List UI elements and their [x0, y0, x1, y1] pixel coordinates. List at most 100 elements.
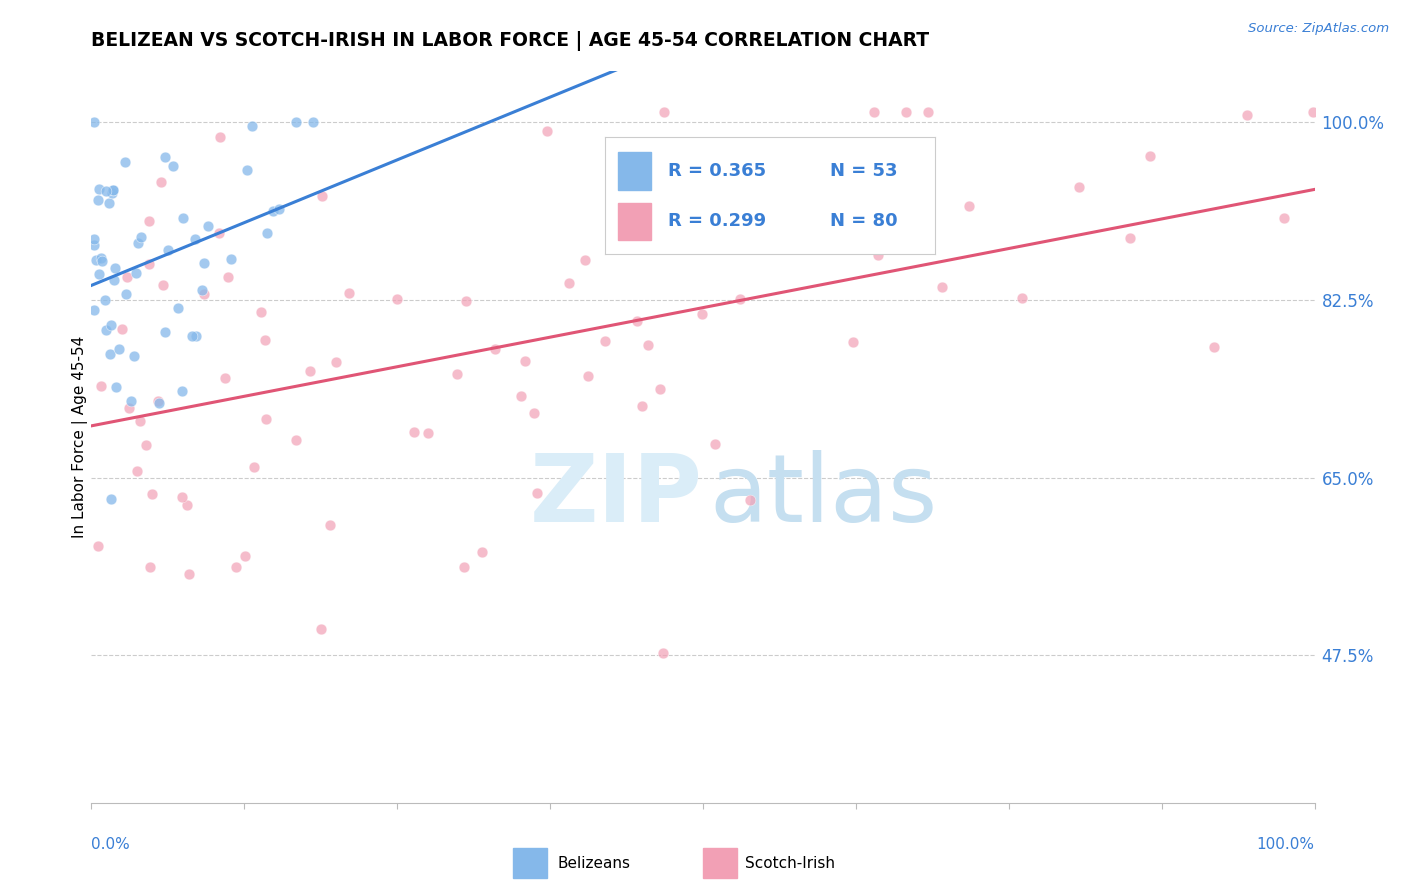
- Point: [471, 544, 494, 558]
- Point: [138, 257, 160, 271]
- Point: [108, 343, 131, 357]
- Point: [214, 371, 236, 385]
- Point: [659, 233, 682, 247]
- Point: [385, 292, 408, 306]
- Point: [931, 280, 953, 294]
- Point: [311, 189, 333, 203]
- Point: [536, 124, 558, 138]
- Point: [738, 159, 761, 173]
- Point: [153, 326, 176, 340]
- Point: [183, 231, 205, 245]
- Point: [128, 415, 150, 429]
- Point: [129, 230, 152, 244]
- Point: [526, 485, 548, 500]
- Text: Source: ZipAtlas.com: Source: ZipAtlas.com: [1249, 22, 1389, 36]
- Point: [728, 292, 751, 306]
- Point: [509, 389, 531, 403]
- Point: [94, 184, 117, 198]
- Point: [193, 287, 215, 301]
- Point: [217, 270, 239, 285]
- Point: [83, 115, 105, 129]
- Point: [703, 437, 725, 451]
- Point: [104, 261, 127, 276]
- Point: [87, 194, 110, 208]
- Point: [115, 287, 138, 301]
- Point: [242, 459, 264, 474]
- Point: [197, 219, 219, 234]
- Point: [111, 321, 134, 335]
- Point: [172, 211, 194, 226]
- Point: [177, 566, 200, 581]
- Point: [1202, 339, 1225, 353]
- Text: BELIZEAN VS SCOTCH-IRISH IN LABOR FORCE | AGE 45-54 CORRELATION CHART: BELIZEAN VS SCOTCH-IRISH IN LABOR FORCE …: [91, 31, 929, 51]
- Point: [253, 333, 276, 347]
- Point: [404, 425, 426, 440]
- Point: [626, 314, 648, 328]
- Point: [225, 560, 247, 574]
- Point: [83, 238, 105, 252]
- Point: [98, 196, 121, 211]
- Point: [650, 382, 672, 396]
- Point: [302, 115, 325, 129]
- Point: [86, 539, 108, 553]
- Point: [207, 226, 229, 240]
- Point: [101, 186, 124, 201]
- Point: [1011, 291, 1033, 305]
- Point: [285, 115, 308, 129]
- Text: Scotch-Irish: Scotch-Irish: [745, 855, 835, 871]
- Point: [135, 437, 157, 451]
- Point: [122, 349, 145, 363]
- Point: [692, 307, 714, 321]
- Point: [100, 318, 122, 333]
- Point: [453, 559, 475, 574]
- Point: [862, 105, 884, 120]
- Point: [193, 256, 215, 270]
- Point: [651, 646, 673, 660]
- Point: [184, 328, 207, 343]
- Text: ZIP: ZIP: [530, 450, 703, 541]
- Point: [94, 293, 117, 308]
- Point: [101, 183, 124, 197]
- Point: [1236, 108, 1258, 122]
- Point: [558, 276, 581, 290]
- Point: [894, 105, 917, 120]
- Point: [1272, 211, 1295, 226]
- Point: [1139, 149, 1161, 163]
- Text: 0.0%: 0.0%: [91, 837, 131, 852]
- Point: [166, 301, 188, 315]
- Bar: [619, 153, 651, 190]
- Point: [176, 498, 198, 512]
- Point: [170, 490, 193, 504]
- Point: [256, 227, 278, 241]
- Point: [1302, 105, 1324, 120]
- Point: [1118, 231, 1140, 245]
- Point: [299, 364, 322, 378]
- Point: [957, 199, 980, 213]
- Point: [103, 273, 125, 287]
- Text: Belizeans: Belizeans: [557, 855, 630, 871]
- Point: [262, 204, 284, 219]
- Bar: [703, 848, 737, 878]
- Point: [1067, 180, 1090, 194]
- Point: [162, 159, 184, 173]
- Point: [118, 401, 141, 415]
- Point: [285, 433, 308, 447]
- Point: [157, 243, 180, 257]
- Point: [309, 622, 332, 636]
- Point: [120, 394, 142, 409]
- Point: [149, 176, 172, 190]
- Point: [83, 232, 105, 246]
- Point: [98, 347, 121, 361]
- Point: [94, 323, 117, 337]
- Text: N = 80: N = 80: [830, 212, 897, 230]
- Point: [125, 464, 148, 478]
- Point: [576, 369, 599, 384]
- Point: [515, 354, 537, 368]
- Point: [446, 368, 468, 382]
- Point: [89, 182, 111, 196]
- Point: [152, 278, 174, 293]
- Text: atlas: atlas: [709, 450, 938, 541]
- Point: [181, 329, 204, 343]
- Point: [484, 342, 506, 356]
- Point: [842, 334, 865, 349]
